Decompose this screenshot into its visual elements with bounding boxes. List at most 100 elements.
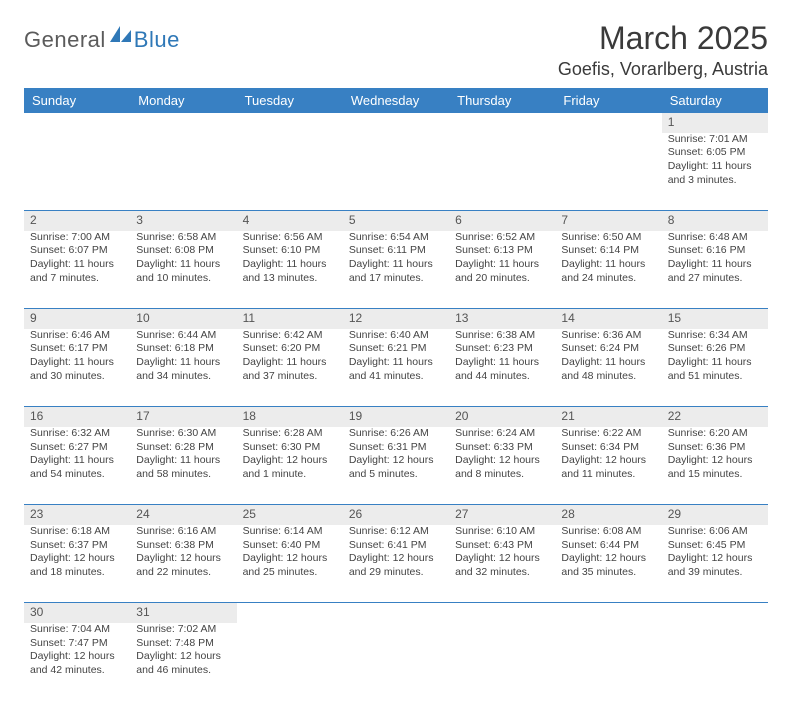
day-number: 10	[130, 309, 236, 329]
daylight-text: Daylight: 12 hours and 1 minute.	[243, 454, 337, 481]
day-number-row: 9101112131415	[24, 309, 768, 329]
sunset-text: Sunset: 6:34 PM	[561, 441, 655, 455]
daylight-text: Daylight: 11 hours and 17 minutes.	[349, 258, 443, 285]
day-number	[449, 603, 555, 623]
weekday-header: Sunday	[24, 88, 130, 113]
sunrise-text: Sunrise: 6:52 AM	[455, 231, 549, 245]
day-cell: Sunrise: 6:54 AMSunset: 6:11 PMDaylight:…	[343, 231, 449, 309]
day-number: 30	[24, 603, 130, 623]
sunset-text: Sunset: 6:43 PM	[455, 539, 549, 553]
day-cell: Sunrise: 6:50 AMSunset: 6:14 PMDaylight:…	[555, 231, 661, 309]
day-number: 26	[343, 505, 449, 525]
day-content-row: Sunrise: 6:46 AMSunset: 6:17 PMDaylight:…	[24, 329, 768, 407]
sunset-text: Sunset: 6:44 PM	[561, 539, 655, 553]
sunset-text: Sunset: 6:17 PM	[30, 342, 124, 356]
day-cell	[237, 623, 343, 701]
day-number: 2	[24, 211, 130, 231]
day-number: 22	[662, 407, 768, 427]
day-cell: Sunrise: 6:56 AMSunset: 6:10 PMDaylight:…	[237, 231, 343, 309]
day-number: 8	[662, 211, 768, 231]
daylight-text: Daylight: 12 hours and 39 minutes.	[668, 552, 762, 579]
sunrise-text: Sunrise: 6:10 AM	[455, 525, 549, 539]
day-cell: Sunrise: 6:48 AMSunset: 6:16 PMDaylight:…	[662, 231, 768, 309]
daylight-text: Daylight: 11 hours and 30 minutes.	[30, 356, 124, 383]
day-number: 11	[237, 309, 343, 329]
day-cell: Sunrise: 6:46 AMSunset: 6:17 PMDaylight:…	[24, 329, 130, 407]
day-number: 7	[555, 211, 661, 231]
brand-text-1: General	[24, 27, 106, 53]
daylight-text: Daylight: 11 hours and 27 minutes.	[668, 258, 762, 285]
sunset-text: Sunset: 6:21 PM	[349, 342, 443, 356]
day-cell: Sunrise: 6:26 AMSunset: 6:31 PMDaylight:…	[343, 427, 449, 505]
daylight-text: Daylight: 11 hours and 41 minutes.	[349, 356, 443, 383]
day-number: 14	[555, 309, 661, 329]
daylight-text: Daylight: 11 hours and 37 minutes.	[243, 356, 337, 383]
sunset-text: Sunset: 6:28 PM	[136, 441, 230, 455]
day-number: 9	[24, 309, 130, 329]
calendar-header-row: SundayMondayTuesdayWednesdayThursdayFrid…	[24, 88, 768, 113]
sunset-text: Sunset: 6:10 PM	[243, 244, 337, 258]
day-cell: Sunrise: 6:24 AMSunset: 6:33 PMDaylight:…	[449, 427, 555, 505]
daylight-text: Daylight: 12 hours and 8 minutes.	[455, 454, 549, 481]
sunset-text: Sunset: 6:41 PM	[349, 539, 443, 553]
sunrise-text: Sunrise: 6:42 AM	[243, 329, 337, 343]
day-cell: Sunrise: 6:28 AMSunset: 6:30 PMDaylight:…	[237, 427, 343, 505]
day-number: 27	[449, 505, 555, 525]
sunrise-text: Sunrise: 6:30 AM	[136, 427, 230, 441]
day-cell: Sunrise: 6:16 AMSunset: 6:38 PMDaylight:…	[130, 525, 236, 603]
day-cell: Sunrise: 6:08 AMSunset: 6:44 PMDaylight:…	[555, 525, 661, 603]
daylight-text: Daylight: 11 hours and 3 minutes.	[668, 160, 762, 187]
weekday-header: Monday	[130, 88, 236, 113]
sunset-text: Sunset: 6:08 PM	[136, 244, 230, 258]
sunrise-text: Sunrise: 7:01 AM	[668, 133, 762, 147]
sunset-text: Sunset: 6:27 PM	[30, 441, 124, 455]
sunset-text: Sunset: 6:24 PM	[561, 342, 655, 356]
sunrise-text: Sunrise: 6:08 AM	[561, 525, 655, 539]
sunrise-text: Sunrise: 6:06 AM	[668, 525, 762, 539]
sunrise-text: Sunrise: 6:48 AM	[668, 231, 762, 245]
day-cell: Sunrise: 6:34 AMSunset: 6:26 PMDaylight:…	[662, 329, 768, 407]
sunset-text: Sunset: 6:20 PM	[243, 342, 337, 356]
daylight-text: Daylight: 12 hours and 11 minutes.	[561, 454, 655, 481]
day-number: 25	[237, 505, 343, 525]
daylight-text: Daylight: 12 hours and 5 minutes.	[349, 454, 443, 481]
sunset-text: Sunset: 6:33 PM	[455, 441, 549, 455]
day-number: 15	[662, 309, 768, 329]
day-cell	[555, 623, 661, 701]
daylight-text: Daylight: 11 hours and 10 minutes.	[136, 258, 230, 285]
day-cell	[130, 133, 236, 211]
sunset-text: Sunset: 6:07 PM	[30, 244, 124, 258]
weekday-header: Friday	[555, 88, 661, 113]
daylight-text: Daylight: 11 hours and 51 minutes.	[668, 356, 762, 383]
daylight-text: Daylight: 12 hours and 42 minutes.	[30, 650, 124, 677]
day-cell: Sunrise: 6:42 AMSunset: 6:20 PMDaylight:…	[237, 329, 343, 407]
title-block: March 2025 Goefis, Vorarlberg, Austria	[558, 20, 768, 80]
sunset-text: Sunset: 6:40 PM	[243, 539, 337, 553]
day-cell: Sunrise: 6:40 AMSunset: 6:21 PMDaylight:…	[343, 329, 449, 407]
day-cell: Sunrise: 6:18 AMSunset: 6:37 PMDaylight:…	[24, 525, 130, 603]
day-number: 21	[555, 407, 661, 427]
day-number	[449, 113, 555, 133]
sunrise-text: Sunrise: 6:38 AM	[455, 329, 549, 343]
day-cell: Sunrise: 6:38 AMSunset: 6:23 PMDaylight:…	[449, 329, 555, 407]
day-cell: Sunrise: 6:20 AMSunset: 6:36 PMDaylight:…	[662, 427, 768, 505]
day-cell	[343, 133, 449, 211]
day-number: 20	[449, 407, 555, 427]
sunset-text: Sunset: 6:45 PM	[668, 539, 762, 553]
day-cell: Sunrise: 6:12 AMSunset: 6:41 PMDaylight:…	[343, 525, 449, 603]
weekday-header: Saturday	[662, 88, 768, 113]
sunset-text: Sunset: 6:37 PM	[30, 539, 124, 553]
sunrise-text: Sunrise: 6:16 AM	[136, 525, 230, 539]
sunrise-text: Sunrise: 6:24 AM	[455, 427, 549, 441]
sunset-text: Sunset: 6:14 PM	[561, 244, 655, 258]
daylight-text: Daylight: 11 hours and 48 minutes.	[561, 356, 655, 383]
day-cell	[237, 133, 343, 211]
day-content-row: Sunrise: 6:32 AMSunset: 6:27 PMDaylight:…	[24, 427, 768, 505]
daylight-text: Daylight: 11 hours and 20 minutes.	[455, 258, 549, 285]
day-number	[555, 603, 661, 623]
day-cell	[449, 133, 555, 211]
day-number: 16	[24, 407, 130, 427]
day-cell: Sunrise: 6:14 AMSunset: 6:40 PMDaylight:…	[237, 525, 343, 603]
daylight-text: Daylight: 12 hours and 22 minutes.	[136, 552, 230, 579]
day-number: 12	[343, 309, 449, 329]
